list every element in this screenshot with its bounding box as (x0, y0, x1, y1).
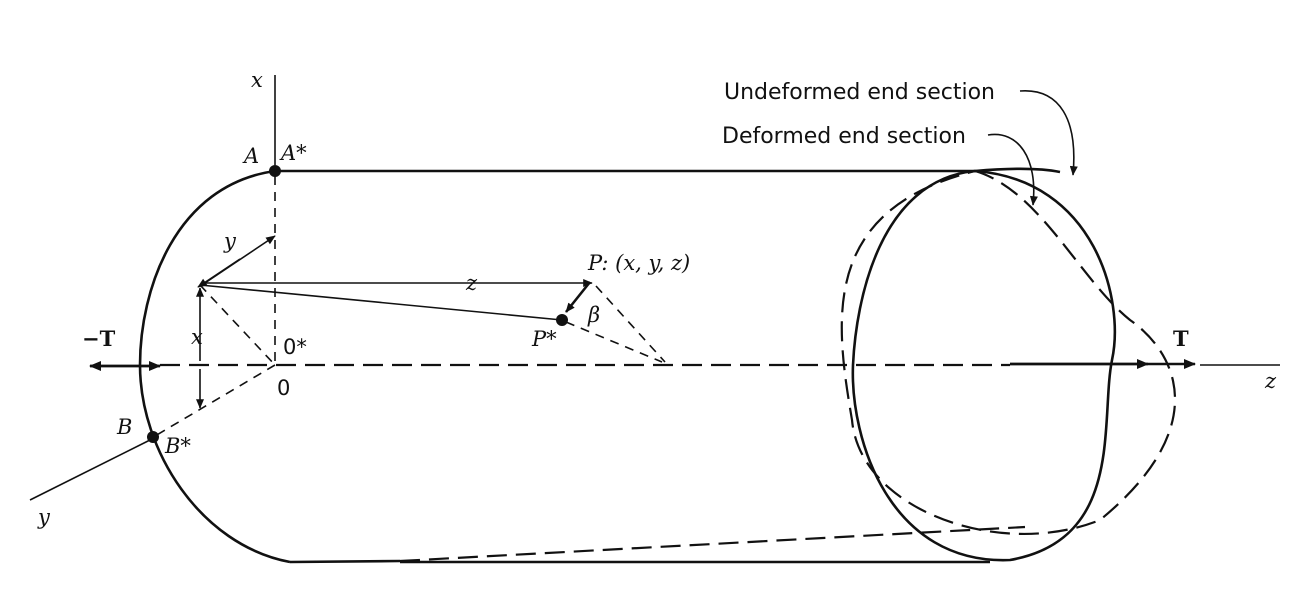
point-p-star-label: P* (531, 327, 557, 351)
dashed-p-to-center (595, 285, 666, 363)
point-p-label: P: (x, y, z) (587, 251, 690, 275)
y-axis-label: y (37, 505, 51, 529)
angle-beta-label: β (587, 303, 600, 327)
bottom-generator-solid (289, 559, 401, 564)
y-axis-dashed (154, 364, 276, 437)
point-p-construction (196, 235, 666, 409)
undeformed-callout: Undeformed end section (724, 80, 995, 105)
top-right-edge (974, 167, 1061, 174)
point-a-label: A (242, 144, 259, 168)
dashed-to-origin (199, 284, 276, 366)
point-p-star-dot (556, 314, 568, 326)
bottom-generator-deformed (399, 525, 1026, 563)
solid-to-p-star (199, 284, 563, 321)
left-end-arc (138, 169, 291, 564)
torque-right-label: T (1173, 326, 1189, 351)
dashed-pstar-to-center (565, 321, 663, 363)
origin-star-label: 0* (283, 335, 307, 359)
point-a-dot (269, 165, 281, 177)
origin-label: 0 (277, 376, 290, 400)
point-b-label: B (116, 415, 132, 439)
torque-left-label: −T (82, 326, 116, 351)
point-b-star-label: B* (164, 434, 191, 458)
point-a-star-label: A* (279, 141, 307, 165)
deformed-end-section (840, 169, 1176, 535)
undeformed-end-section (851, 169, 1116, 562)
undeformed-leader (1019, 90, 1078, 176)
coord-z-label: z (465, 271, 478, 295)
z-axis-label: z (1264, 369, 1277, 393)
x-axis-label: x (251, 68, 263, 92)
point-b-dot (147, 431, 159, 443)
coord-y-label: y (223, 229, 237, 253)
displacement-arrow (564, 281, 592, 313)
deformed-callout: Deformed end section (722, 124, 966, 149)
y-axis-solid (29, 439, 151, 501)
coord-x-label: x (191, 325, 203, 349)
deformed-leader (987, 133, 1038, 206)
